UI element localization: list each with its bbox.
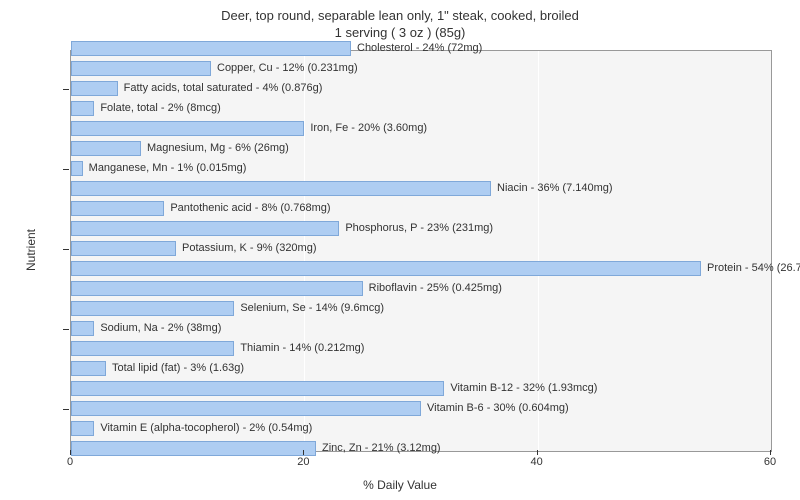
plot-area: Cholesterol - 24% (72mg)Copper, Cu - 12%… <box>70 50 772 452</box>
nutrient-bar <box>71 221 339 236</box>
x-tick <box>770 450 771 455</box>
x-tick <box>537 450 538 455</box>
nutrient-bar-label: Pantothenic acid - 8% (0.768mg) <box>166 201 330 216</box>
y-tick <box>63 409 69 410</box>
nutrient-bar <box>71 441 316 456</box>
nutrient-bar-label: Vitamin E (alpha-tocopherol) - 2% (0.54m… <box>96 421 312 436</box>
nutrient-bar <box>71 341 234 356</box>
nutrient-bar <box>71 281 363 296</box>
title-line-2: 1 serving ( 3 oz ) (85g) <box>335 25 466 40</box>
nutrient-bar-label: Fatty acids, total saturated - 4% (0.876… <box>120 81 323 96</box>
nutrient-bar-label: Total lipid (fat) - 3% (1.63g) <box>108 361 244 376</box>
nutrient-bar-label: Thiamin - 14% (0.212mg) <box>236 341 364 356</box>
y-tick <box>63 89 69 90</box>
nutrient-bar <box>71 101 94 116</box>
nutrient-bar-label: Magnesium, Mg - 6% (26mg) <box>143 141 289 156</box>
nutrient-bar-label: Phosphorus, P - 23% (231mg) <box>341 221 493 236</box>
nutrient-bar <box>71 201 164 216</box>
nutrient-bar-label: Iron, Fe - 20% (3.60mg) <box>306 121 427 136</box>
nutrient-bar-label: Vitamin B-6 - 30% (0.604mg) <box>423 401 569 416</box>
nutrient-bar <box>71 361 106 376</box>
nutrient-bar-label: Cholesterol - 24% (72mg) <box>353 41 482 56</box>
y-axis-label: Nutrient <box>24 229 38 271</box>
nutrient-bar <box>71 301 234 316</box>
nutrient-bar-label: Copper, Cu - 12% (0.231mg) <box>213 61 358 76</box>
chart-title: Deer, top round, separable lean only, 1"… <box>0 0 800 42</box>
nutrient-bar <box>71 181 491 196</box>
nutrient-bar-label: Vitamin B-12 - 32% (1.93mcg) <box>446 381 597 396</box>
nutrient-bar <box>71 141 141 156</box>
nutrient-bar <box>71 381 444 396</box>
x-tick-label: 0 <box>67 456 73 468</box>
nutrient-bar <box>71 261 701 276</box>
nutrient-bar <box>71 401 421 416</box>
x-axis-label: % Daily Value <box>363 478 437 492</box>
nutrient-bar <box>71 321 94 336</box>
nutrient-bar <box>71 61 211 76</box>
x-tick-label: 40 <box>531 456 543 468</box>
x-tick <box>70 450 71 455</box>
nutrient-bar <box>71 41 351 56</box>
nutrient-bar <box>71 161 83 176</box>
nutrient-bar-label: Niacin - 36% (7.140mg) <box>493 181 613 196</box>
title-line-1: Deer, top round, separable lean only, 1"… <box>221 8 579 23</box>
nutrient-bar-label: Protein - 54% (26.75g) <box>703 261 800 276</box>
nutrient-bar <box>71 241 176 256</box>
nutrient-bar <box>71 121 304 136</box>
x-tick-label: 60 <box>764 456 776 468</box>
nutrient-bar-label: Selenium, Se - 14% (9.6mcg) <box>236 301 384 316</box>
x-tick-label: 20 <box>297 456 309 468</box>
nutrient-chart: Deer, top round, separable lean only, 1"… <box>0 0 800 500</box>
y-tick <box>63 169 69 170</box>
nutrient-bar-label: Riboflavin - 25% (0.425mg) <box>365 281 502 296</box>
nutrient-bar-label: Sodium, Na - 2% (38mg) <box>96 321 221 336</box>
y-tick <box>63 329 69 330</box>
x-tick <box>303 450 304 455</box>
nutrient-bar-label: Manganese, Mn - 1% (0.015mg) <box>85 161 247 176</box>
nutrient-bar <box>71 421 94 436</box>
nutrient-bar <box>71 81 118 96</box>
nutrient-bar-label: Folate, total - 2% (8mcg) <box>96 101 220 116</box>
nutrient-bar-label: Potassium, K - 9% (320mg) <box>178 241 317 256</box>
nutrient-bar-label: Zinc, Zn - 21% (3.12mg) <box>318 441 441 456</box>
y-tick <box>63 249 69 250</box>
